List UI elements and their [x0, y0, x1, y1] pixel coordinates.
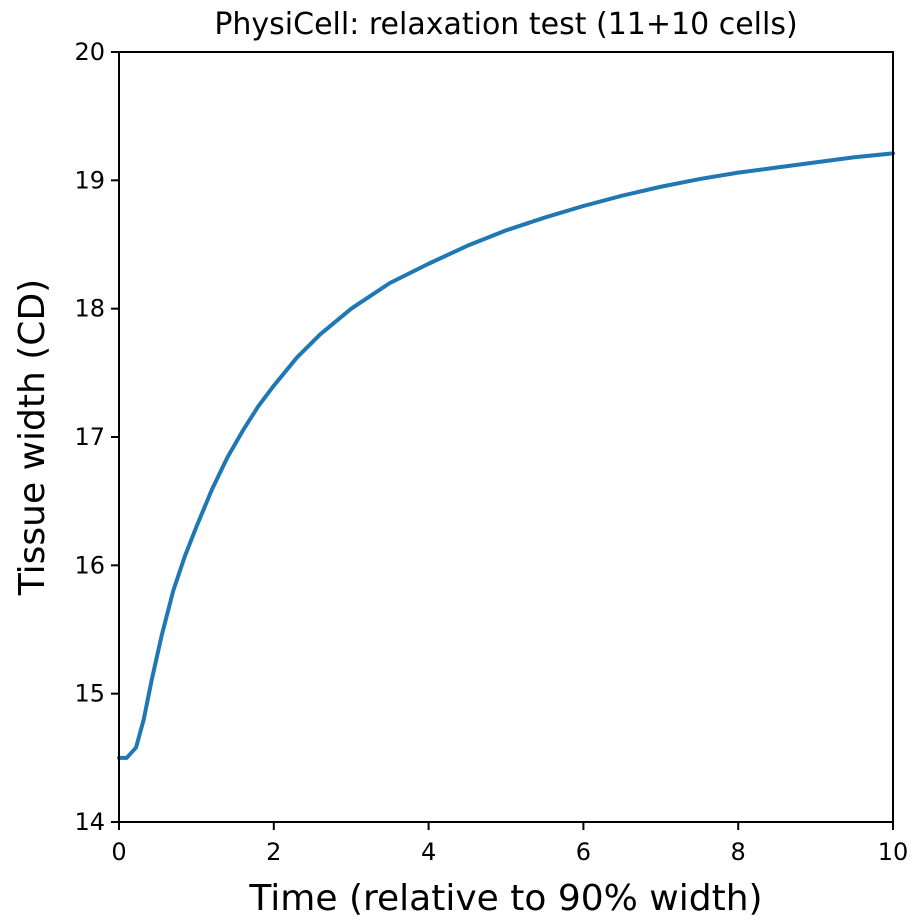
series-line — [117, 151, 895, 760]
y-tick-label: 16 — [74, 551, 105, 579]
x-axis-label: Time (relative to 90% width) — [248, 878, 762, 919]
x-tick-label: 10 — [878, 838, 909, 866]
y-tick-label: 14 — [74, 808, 105, 836]
chart-title: PhysiCell: relaxation test (11+10 cells) — [214, 7, 797, 42]
y-axis-label: Tissue width (CD) — [12, 279, 53, 596]
y-tick-label: 17 — [74, 423, 105, 451]
y-tick-label: 15 — [74, 680, 105, 708]
x-tick-label: 2 — [266, 838, 281, 866]
y-tick-label: 18 — [74, 295, 105, 323]
x-tick-label: 4 — [421, 838, 436, 866]
plot-frame — [118, 51, 894, 823]
y-tick-label: 19 — [74, 166, 105, 194]
ticks-group: 0 2 4 6 8 10 14 15 16 17 18 19 20 — [74, 38, 908, 866]
y-tick-label: 20 — [74, 38, 105, 66]
x-tick-label: 6 — [576, 838, 591, 866]
x-tick-label: 0 — [111, 838, 126, 866]
x-tick-label: 8 — [731, 838, 746, 866]
series-group — [117, 151, 895, 760]
